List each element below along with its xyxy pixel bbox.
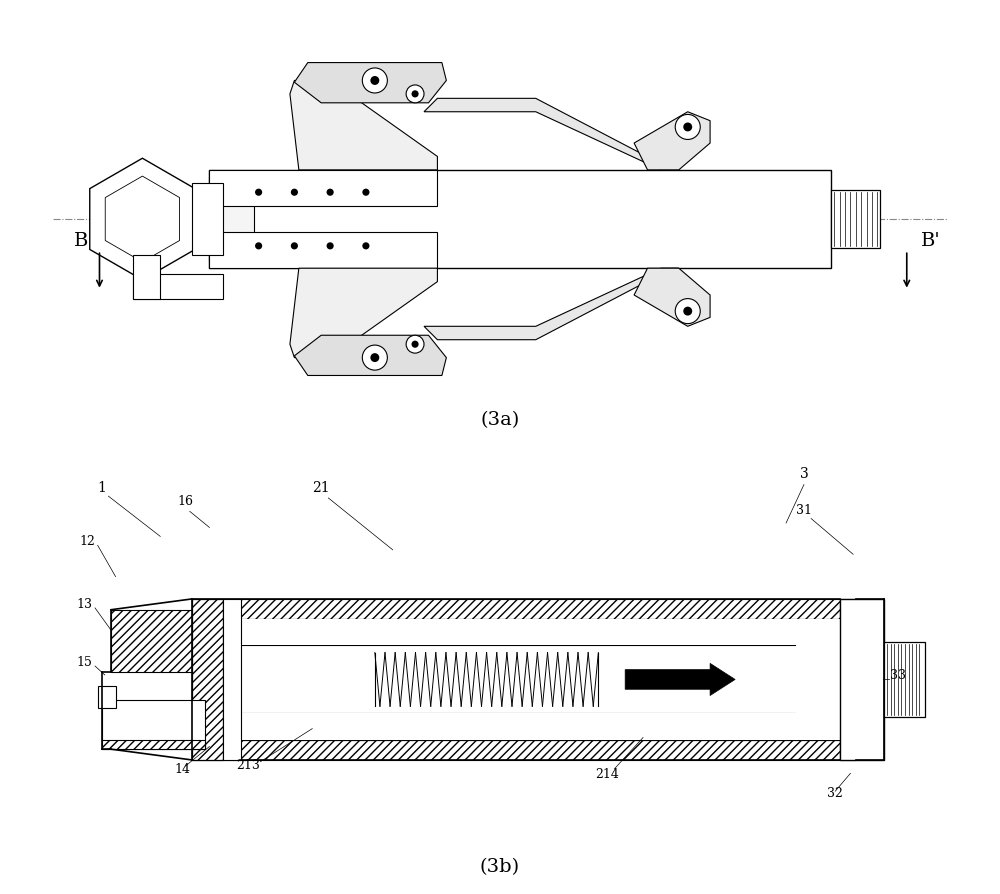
Bar: [102, 740, 205, 749]
Circle shape: [675, 299, 700, 324]
Polygon shape: [424, 268, 679, 340]
Polygon shape: [424, 98, 679, 170]
Text: 16: 16: [177, 495, 193, 508]
Bar: [111, 610, 201, 672]
Bar: [209, 170, 437, 206]
Bar: [98, 686, 116, 708]
Bar: [840, 599, 856, 619]
Bar: [840, 599, 884, 760]
Bar: [133, 274, 223, 299]
Circle shape: [362, 242, 369, 249]
Text: 13: 13: [76, 598, 92, 611]
Bar: [133, 255, 160, 299]
Bar: [209, 177, 254, 261]
Bar: [192, 619, 840, 645]
Text: 3: 3: [800, 468, 808, 481]
Polygon shape: [90, 158, 195, 280]
Polygon shape: [105, 176, 180, 262]
Circle shape: [291, 242, 298, 249]
Polygon shape: [634, 112, 710, 170]
Text: 31: 31: [796, 504, 812, 517]
Circle shape: [327, 189, 334, 196]
Circle shape: [362, 189, 369, 196]
FancyArrow shape: [625, 663, 735, 696]
Polygon shape: [290, 80, 437, 170]
Circle shape: [406, 335, 424, 353]
Bar: [840, 740, 856, 760]
Circle shape: [362, 345, 387, 370]
Text: 32: 32: [827, 788, 843, 800]
Circle shape: [406, 85, 424, 103]
Text: 14: 14: [175, 763, 191, 776]
Circle shape: [291, 189, 298, 196]
Bar: [192, 713, 840, 740]
Polygon shape: [294, 335, 446, 375]
Circle shape: [411, 90, 419, 97]
Circle shape: [683, 122, 692, 131]
Bar: [102, 700, 205, 749]
Text: 1: 1: [98, 481, 107, 494]
Circle shape: [370, 76, 379, 85]
Bar: [209, 232, 437, 268]
Text: (3b): (3b): [480, 858, 520, 876]
Text: 33: 33: [890, 670, 906, 682]
Text: 12: 12: [79, 536, 95, 548]
Text: B: B: [74, 232, 89, 250]
Polygon shape: [290, 268, 437, 358]
Bar: [223, 599, 241, 760]
Circle shape: [255, 189, 262, 196]
Text: B': B': [921, 232, 941, 250]
Text: 15: 15: [76, 656, 92, 669]
Circle shape: [675, 114, 700, 139]
Text: 213: 213: [236, 759, 260, 772]
Circle shape: [683, 307, 692, 316]
Circle shape: [327, 242, 334, 249]
Bar: [209, 170, 831, 268]
Circle shape: [362, 68, 387, 93]
Circle shape: [255, 242, 262, 249]
Polygon shape: [294, 63, 446, 103]
Bar: [831, 190, 880, 248]
Circle shape: [370, 353, 379, 362]
Circle shape: [411, 341, 419, 348]
Bar: [192, 599, 840, 619]
Text: (3a): (3a): [480, 411, 520, 429]
Bar: [192, 599, 223, 760]
Bar: [884, 642, 925, 717]
Text: 21: 21: [312, 481, 330, 494]
Bar: [192, 183, 223, 255]
Polygon shape: [634, 268, 710, 326]
Text: 214: 214: [595, 768, 619, 780]
Bar: [192, 740, 840, 760]
